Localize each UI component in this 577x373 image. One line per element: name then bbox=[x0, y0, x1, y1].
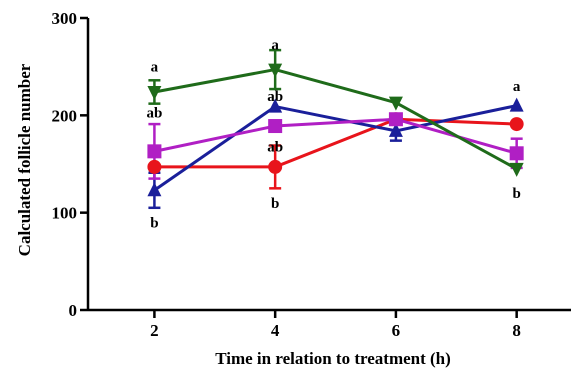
significance-letter: ab bbox=[267, 89, 283, 105]
series-lines bbox=[153, 68, 518, 192]
series-line-3 bbox=[154, 117, 518, 155]
triangle-up-marker bbox=[509, 97, 524, 112]
significance-letter: ab bbox=[146, 105, 162, 121]
triangle-down-marker bbox=[509, 162, 524, 177]
significance-letter: a bbox=[151, 60, 159, 76]
triangle-up-marker bbox=[388, 122, 403, 137]
series-line-1 bbox=[154, 117, 517, 169]
x-axis-title: Time in relation to treatment (h) bbox=[215, 349, 451, 368]
axes: 0 100 200 300 2 4 6 8 bbox=[52, 9, 571, 340]
error-bars bbox=[148, 48, 523, 210]
significance-letter: b bbox=[512, 186, 520, 202]
triangle-up-marker bbox=[268, 98, 283, 113]
significance-letter: b bbox=[271, 196, 279, 212]
triangle-down-marker bbox=[388, 96, 403, 111]
series-markers bbox=[147, 63, 524, 197]
y-axis-title: Calculated follicle number bbox=[15, 63, 34, 256]
x-tick-label: 8 bbox=[512, 321, 521, 340]
square-marker bbox=[268, 119, 283, 134]
y-tick-label: 100 bbox=[52, 204, 78, 223]
square-marker bbox=[147, 144, 162, 159]
square-marker bbox=[388, 112, 403, 127]
significance-letter: a bbox=[513, 79, 521, 95]
series-line-2 bbox=[153, 104, 517, 192]
circle-marker bbox=[268, 159, 283, 174]
y-tick-label: 200 bbox=[52, 106, 78, 125]
x-tick-label: 6 bbox=[392, 321, 401, 340]
significance-letter: ab bbox=[267, 139, 283, 155]
y-tick-label: 300 bbox=[52, 9, 78, 28]
circle-marker bbox=[147, 159, 162, 174]
significance-letter: a bbox=[271, 37, 279, 53]
triangle-up-marker bbox=[147, 182, 162, 197]
significance-letter: b bbox=[150, 215, 158, 231]
x-tick-label: 2 bbox=[150, 321, 159, 340]
square-marker bbox=[509, 146, 524, 161]
x-tick-label: 4 bbox=[271, 321, 280, 340]
triangle-down-marker bbox=[147, 85, 162, 100]
triangle-down-marker bbox=[268, 63, 283, 78]
circle-marker bbox=[509, 117, 524, 132]
series-line-4 bbox=[154, 68, 518, 171]
y-tick-label: 0 bbox=[69, 301, 78, 320]
